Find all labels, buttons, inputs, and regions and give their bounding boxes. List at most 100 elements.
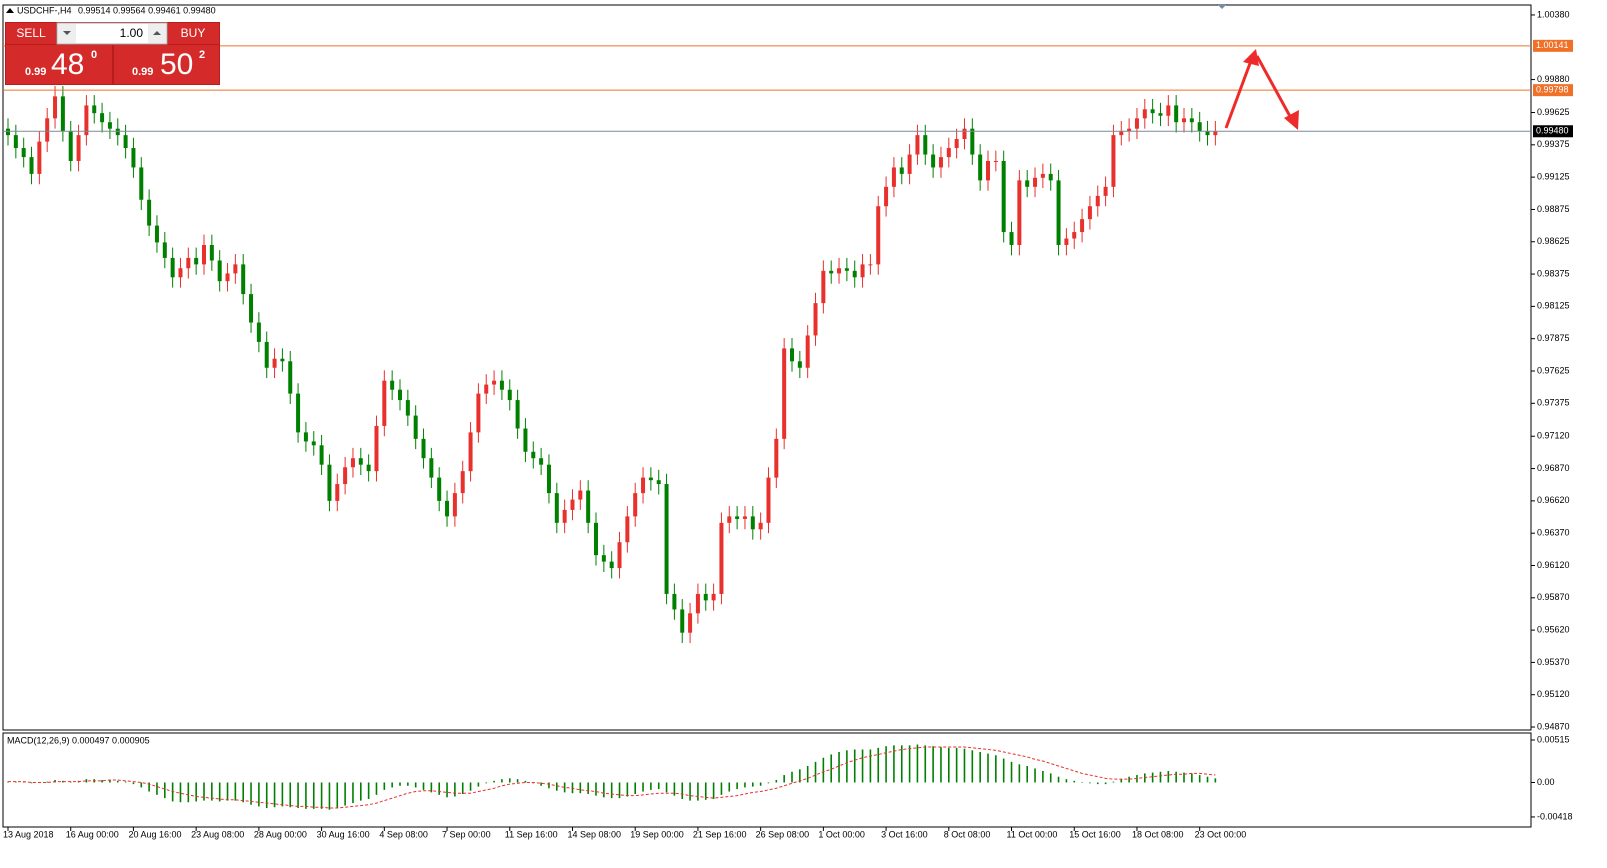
arrow-head bbox=[1284, 110, 1299, 130]
candle-body bbox=[860, 264, 865, 278]
sell-label[interactable]: SELL bbox=[16, 26, 46, 40]
y-tick-label: 0.94870 bbox=[1537, 721, 1570, 731]
price-tag-label: 0.99798 bbox=[1536, 85, 1569, 95]
candle-body bbox=[421, 438, 426, 459]
price-tag bbox=[1533, 125, 1573, 138]
x-tick-label: 8 Oct 08:00 bbox=[944, 829, 991, 839]
candle-body bbox=[633, 493, 638, 517]
candle-body bbox=[343, 467, 348, 485]
candle-body bbox=[750, 516, 755, 530]
candle-body bbox=[1087, 206, 1092, 220]
candle-body bbox=[241, 264, 246, 295]
y-tick-label: -0.00418 bbox=[1537, 811, 1573, 821]
x-tick-label: 28 Aug 00:00 bbox=[254, 829, 307, 839]
candle-body bbox=[390, 380, 395, 390]
buy-label[interactable]: BUY bbox=[181, 26, 206, 40]
y-tick-label: 0.95870 bbox=[1537, 592, 1570, 602]
candle-body bbox=[202, 244, 206, 265]
candle-body bbox=[915, 135, 920, 155]
candle-body bbox=[476, 393, 481, 433]
candle-body bbox=[76, 135, 81, 161]
candle-body bbox=[923, 135, 928, 155]
candle-body bbox=[617, 542, 622, 569]
candle-body bbox=[852, 270, 857, 278]
x-tick-label: 14 Sep 08:00 bbox=[567, 829, 621, 839]
arrow-up bbox=[1224, 57, 1254, 129]
candle-body bbox=[664, 484, 669, 594]
lot-value[interactable]: 1.00 bbox=[120, 26, 144, 40]
candle-body bbox=[938, 157, 943, 168]
buy-fraction: 2 bbox=[199, 49, 205, 61]
candle-body bbox=[13, 135, 18, 149]
candle-body bbox=[1048, 173, 1053, 181]
x-tick-label: 30 Aug 16:00 bbox=[317, 829, 370, 839]
y-tick-label: 0.96620 bbox=[1537, 495, 1570, 505]
candle-body bbox=[217, 260, 222, 282]
y-tick-label: 0.99375 bbox=[1537, 139, 1570, 149]
candle-body bbox=[539, 458, 544, 465]
candle-body bbox=[978, 154, 983, 181]
candle-body bbox=[594, 522, 598, 556]
candle-body bbox=[29, 157, 34, 174]
candle-body bbox=[1205, 131, 1210, 136]
price-tag bbox=[1533, 84, 1573, 97]
candle-body bbox=[844, 268, 849, 271]
candle-body bbox=[139, 167, 144, 200]
trade-panel: SELL 1.00 BUY 0.99 48 0 0.99 50 2 bbox=[5, 22, 220, 85]
candle-body bbox=[1033, 177, 1038, 187]
sell-button[interactable] bbox=[6, 23, 56, 44]
buy-price-box[interactable] bbox=[114, 45, 219, 84]
candle-body bbox=[946, 148, 951, 158]
y-tick-label: 0.98125 bbox=[1537, 301, 1570, 311]
candle-body bbox=[186, 257, 191, 269]
candle-body bbox=[1213, 131, 1218, 136]
candle-body bbox=[123, 135, 128, 149]
candle-body bbox=[178, 268, 183, 278]
candle-body bbox=[727, 516, 732, 523]
candle-body bbox=[1182, 118, 1186, 123]
candle-body bbox=[797, 361, 802, 368]
candle-body bbox=[37, 141, 42, 174]
candle-body bbox=[429, 458, 434, 478]
candle-body bbox=[303, 432, 308, 442]
candle-body bbox=[531, 451, 536, 459]
candle-body bbox=[758, 522, 763, 530]
candle-body bbox=[350, 458, 355, 468]
candle-body bbox=[296, 393, 301, 433]
candle-body bbox=[562, 509, 567, 523]
candle-body bbox=[523, 428, 528, 452]
candle-body bbox=[1142, 109, 1147, 119]
candle-body bbox=[695, 593, 700, 614]
candle-body bbox=[1134, 118, 1139, 129]
y-tick-label: 0.97875 bbox=[1537, 333, 1570, 343]
candle-body bbox=[680, 609, 685, 633]
buy-big-figure: 0.99 bbox=[132, 66, 153, 78]
candle-body bbox=[1056, 180, 1061, 245]
candle-body bbox=[546, 464, 551, 494]
main-panel bbox=[2, 4, 1532, 731]
y-tick-label: 0.98625 bbox=[1537, 236, 1570, 246]
candle-body bbox=[209, 244, 214, 261]
candle-body bbox=[6, 128, 10, 136]
y-tick-label: 0.98375 bbox=[1537, 268, 1570, 278]
x-tick-label: 21 Sep 16:00 bbox=[693, 829, 747, 839]
candle-body bbox=[194, 257, 199, 265]
candle-body bbox=[1150, 109, 1155, 114]
lot-input[interactable] bbox=[56, 22, 168, 45]
candle-body bbox=[319, 445, 324, 465]
candle-body bbox=[233, 264, 238, 274]
candle-body bbox=[335, 484, 340, 501]
candle-body bbox=[107, 122, 112, 129]
candle-body bbox=[100, 113, 105, 123]
candle-body bbox=[84, 105, 89, 136]
sell-price-box[interactable] bbox=[6, 45, 112, 84]
candle-body bbox=[970, 128, 975, 155]
y-tick-label: 0.96370 bbox=[1537, 528, 1570, 538]
candle-body bbox=[374, 425, 379, 472]
candle-body bbox=[1111, 135, 1116, 187]
candle-body bbox=[68, 131, 73, 161]
buy-button[interactable] bbox=[168, 23, 219, 44]
forecast-arrows bbox=[1224, 49, 1299, 130]
candle-body bbox=[805, 335, 810, 368]
candle-body bbox=[484, 384, 489, 394]
